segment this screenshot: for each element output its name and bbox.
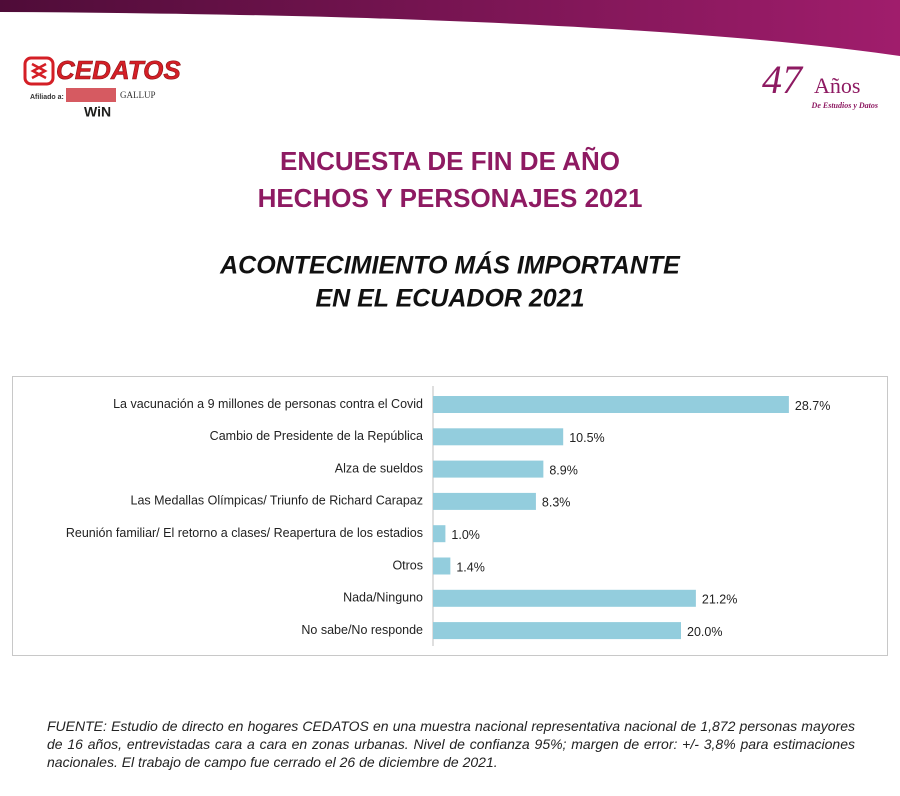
value-label: 1.4% — [456, 560, 485, 574]
category-label: La vacunación a 9 millones de personas c… — [113, 397, 423, 411]
anniversary-number: 47 — [762, 57, 804, 102]
win-logo: WiN — [84, 104, 111, 120]
value-label: 10.5% — [569, 431, 604, 445]
affiliation: Afiliado a: — [30, 94, 64, 101]
category-label: Reunión familiar/ El retorno a clases/ R… — [66, 526, 423, 540]
bar — [433, 492, 536, 510]
category-label: Las Medallas Olímpicas/ Triunfo de Richa… — [131, 494, 424, 508]
bar — [433, 557, 451, 575]
value-label: 21.2% — [702, 593, 737, 607]
value-label: 8.9% — [549, 463, 578, 477]
logo-text: CEDATOS — [56, 55, 181, 85]
header-wave — [0, 0, 900, 56]
category-label: Cambio de Presidente de la República — [210, 429, 423, 443]
cedatos-logo: CEDATOS Afiliado a: WiN GALLUP — [23, 55, 182, 120]
footer-note: FUENTE: Estudio de directo en hogares CE… — [47, 718, 855, 770]
bar — [433, 589, 696, 607]
anniversary-word: Años — [814, 73, 860, 98]
bar — [433, 622, 681, 640]
world-map — [66, 88, 116, 102]
chart-title: EN EL ECUADOR 2021 — [315, 285, 584, 313]
gallup-logo: GALLUP — [120, 90, 156, 100]
survey-title: ENCUESTA DE FIN DE AÑO — [280, 146, 620, 176]
value-label: 20.0% — [687, 625, 722, 639]
category-label: No sabe/No responde — [301, 623, 423, 637]
bar — [433, 396, 789, 413]
bar — [433, 525, 446, 543]
category-label: Alza de sueldos — [335, 461, 423, 475]
value-label: 8.3% — [542, 496, 571, 510]
chart-frame — [12, 376, 888, 656]
category-label: Otros — [392, 558, 423, 572]
anniversary: 47 Años De Estudios y Datos — [762, 57, 878, 110]
value-label: 1.0% — [451, 528, 480, 542]
bar — [433, 428, 564, 446]
bar — [433, 460, 544, 478]
category-label: Nada/Ninguno — [343, 591, 423, 605]
anniversary-sub: De Estudios y Datos — [811, 101, 878, 110]
logo-mark — [23, 56, 55, 86]
value-label: 28.7% — [795, 399, 830, 413]
logo-arrows — [30, 62, 48, 80]
chart-title: ACONTECIMIENTO MÁS IMPORTANTE — [219, 251, 681, 280]
survey-title: HECHOS Y PERSONAJES 2021 — [258, 183, 643, 213]
